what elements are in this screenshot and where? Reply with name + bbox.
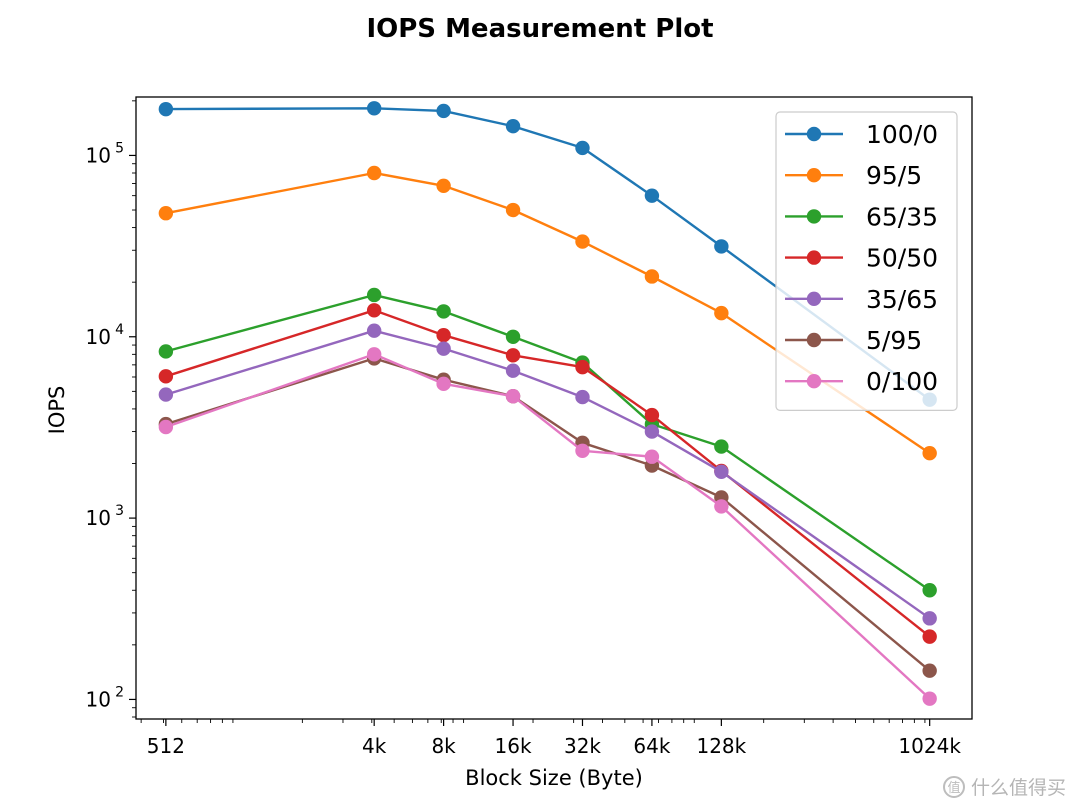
data-point bbox=[366, 287, 382, 303]
chart-title: IOPS Measurement Plot bbox=[366, 14, 713, 44]
series-0-100 bbox=[158, 347, 937, 706]
x-tick-label: 16k bbox=[495, 734, 532, 758]
data-point bbox=[366, 101, 382, 116]
legend-label: 65/35 bbox=[866, 202, 938, 231]
data-point bbox=[714, 239, 729, 254]
series-line bbox=[165, 329, 931, 620]
data-point bbox=[575, 140, 590, 156]
y-tick-exponent: 5 bbox=[115, 140, 124, 156]
data-point bbox=[158, 101, 174, 117]
x-tick-label: 1024k bbox=[898, 734, 961, 758]
series-line bbox=[165, 353, 931, 700]
x-tick-label: 128k bbox=[696, 734, 746, 758]
legend: 100/0 95/5 65/35 50/50 35/65 5/95 0/100 bbox=[775, 111, 958, 411]
data-point bbox=[714, 305, 729, 321]
watermark: 值 什么值得买 bbox=[942, 773, 1066, 800]
data-point bbox=[366, 303, 382, 318]
y-tick-label: 10 bbox=[86, 143, 111, 167]
data-point bbox=[505, 329, 521, 344]
y-tick-exponent: 4 bbox=[115, 322, 124, 338]
watermark-logo-icon: 值 bbox=[942, 775, 965, 798]
legend-box bbox=[775, 111, 958, 411]
data-point bbox=[366, 323, 382, 338]
data-point bbox=[366, 347, 382, 362]
data-point bbox=[644, 449, 660, 464]
data-point bbox=[436, 178, 451, 194]
watermark-text: 什么值得买 bbox=[970, 777, 1066, 799]
data-point bbox=[158, 206, 174, 221]
y-tick-exponent: 2 bbox=[115, 684, 124, 700]
data-point bbox=[505, 348, 521, 363]
data-point bbox=[644, 269, 660, 284]
y-tick-label: 10 bbox=[86, 506, 111, 530]
data-point bbox=[714, 464, 729, 480]
data-point bbox=[158, 387, 174, 402]
data-point bbox=[436, 376, 451, 392]
legend-marker bbox=[806, 291, 822, 306]
data-point bbox=[158, 369, 174, 384]
data-point bbox=[714, 499, 729, 514]
data-point bbox=[505, 389, 521, 404]
data-point bbox=[436, 341, 451, 356]
data-point bbox=[436, 328, 451, 343]
legend-marker bbox=[806, 374, 822, 389]
x-tick-label: 4k bbox=[362, 734, 387, 758]
series-50-50 bbox=[158, 303, 937, 644]
legend-label: 50/50 bbox=[866, 244, 938, 273]
data-point bbox=[575, 443, 590, 459]
data-point bbox=[644, 407, 660, 423]
x-axis: 512 4k 8k 16k 32k 64k 128k 1024k bbox=[140, 719, 961, 758]
data-point bbox=[922, 445, 937, 461]
data-point bbox=[505, 363, 521, 378]
legend-marker bbox=[806, 168, 822, 183]
data-point bbox=[158, 344, 174, 359]
data-point bbox=[922, 663, 937, 678]
legend-marker bbox=[806, 250, 822, 265]
data-point bbox=[922, 583, 937, 598]
data-point bbox=[575, 234, 590, 249]
data-point bbox=[714, 439, 729, 454]
legend-label: 0/100 bbox=[866, 367, 938, 396]
data-point bbox=[505, 118, 521, 134]
data-point bbox=[644, 424, 660, 439]
x-axis-label: Block Size (Byte) bbox=[465, 766, 643, 790]
data-point bbox=[575, 359, 590, 375]
data-point bbox=[922, 691, 937, 706]
plot-frame bbox=[135, 96, 973, 720]
y-tick-label: 10 bbox=[86, 325, 111, 349]
y-axis-label: IOPS bbox=[45, 386, 69, 435]
data-point bbox=[575, 389, 590, 405]
legend-marker bbox=[806, 332, 822, 348]
series-line bbox=[165, 107, 931, 401]
legend-label: 95/5 bbox=[866, 161, 922, 190]
x-tick-label: 32k bbox=[564, 734, 601, 758]
y-tick-exponent: 3 bbox=[115, 503, 124, 519]
legend-label: 100/0 bbox=[866, 120, 938, 149]
series-line bbox=[165, 357, 931, 672]
data-point bbox=[922, 611, 937, 626]
x-tick-label: 512 bbox=[147, 734, 185, 758]
legend-label: 5/95 bbox=[866, 326, 922, 355]
series-line bbox=[165, 171, 931, 455]
x-tick-label: 64k bbox=[633, 734, 670, 758]
series-line bbox=[165, 309, 931, 638]
data-point bbox=[436, 304, 451, 319]
legend-marker bbox=[806, 126, 822, 142]
series-35-65 bbox=[158, 323, 937, 626]
x-tick-label: 8k bbox=[431, 734, 456, 758]
data-point bbox=[366, 165, 382, 181]
data-point bbox=[505, 202, 521, 218]
legend-label: 35/65 bbox=[866, 285, 938, 314]
series-line bbox=[165, 293, 931, 592]
data-point bbox=[158, 419, 174, 435]
data-point bbox=[436, 103, 451, 119]
y-tick-label: 10 bbox=[86, 687, 111, 711]
legend-marker bbox=[806, 209, 822, 224]
series-95-5 bbox=[158, 165, 937, 461]
data-point bbox=[922, 629, 937, 644]
data-point bbox=[644, 188, 660, 203]
